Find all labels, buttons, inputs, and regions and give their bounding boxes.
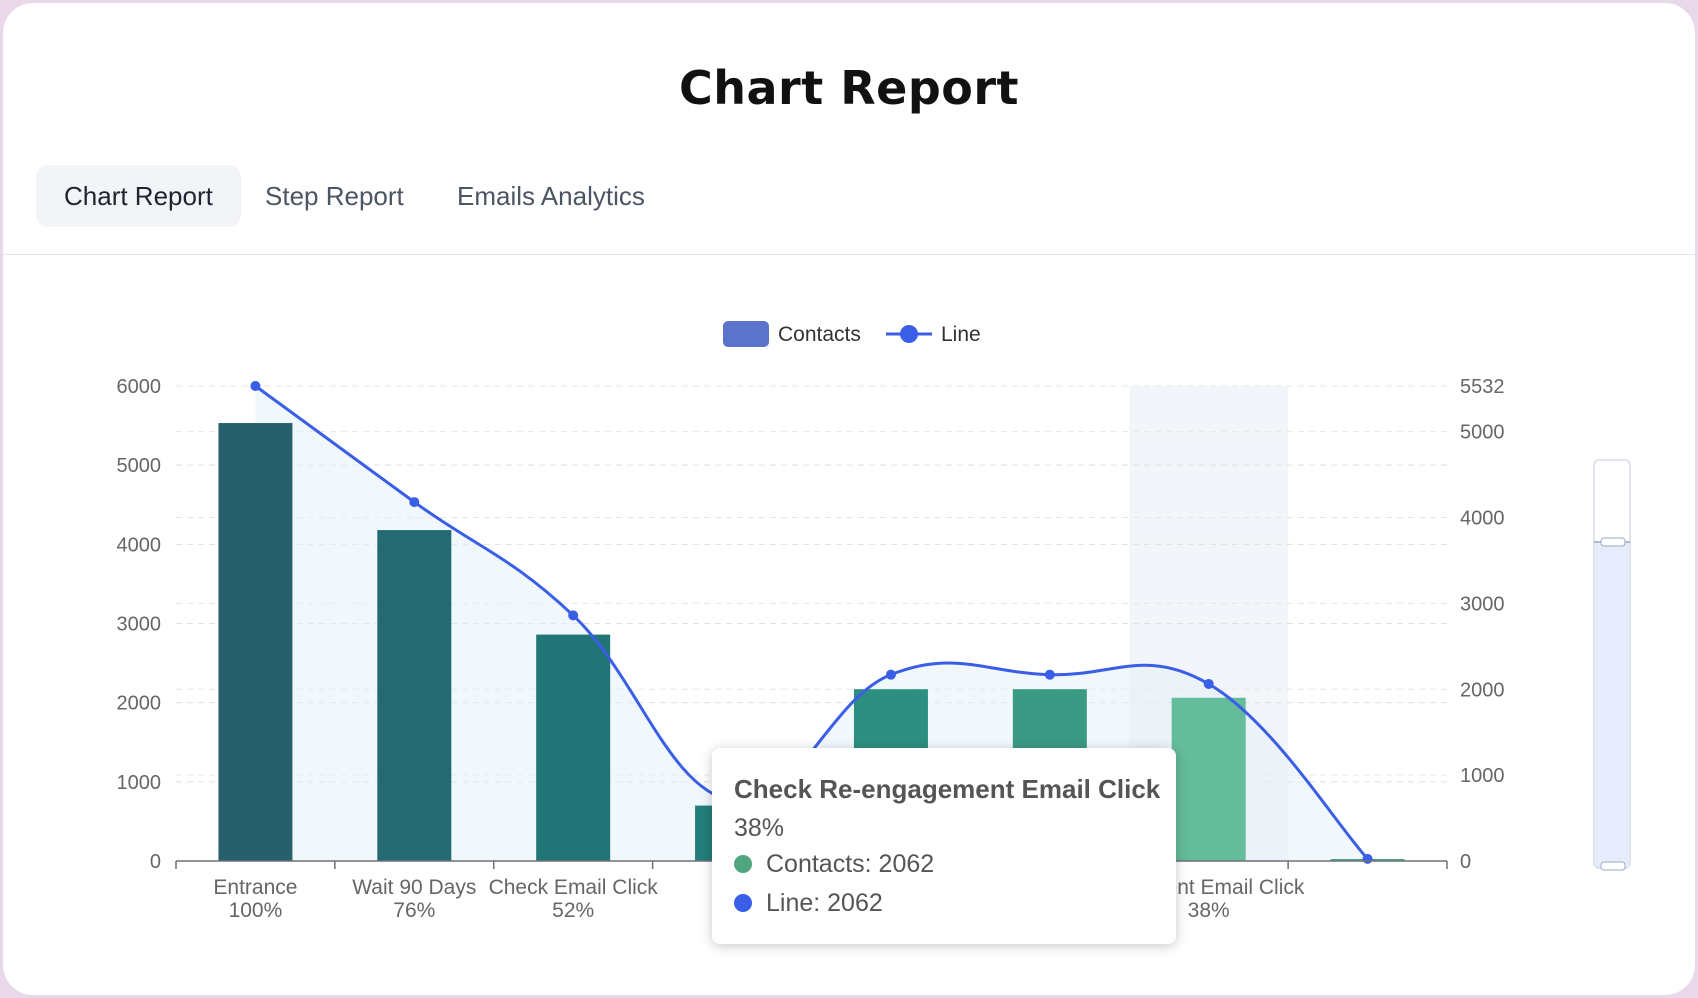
y-right-tick-label: 4000 — [1460, 508, 1505, 530]
y-right-tick-label: 3000 — [1460, 593, 1505, 615]
y-right-tick-label: 2000 — [1460, 679, 1505, 701]
zoom-slider-selected-range — [1595, 542, 1629, 867]
line-point — [250, 381, 261, 391]
line-point — [1044, 669, 1055, 680]
zoom-slider-handle-top[interactable] — [1600, 537, 1626, 547]
y-left-tick-label: 1000 — [117, 772, 162, 794]
x-percent-label: 76% — [393, 899, 435, 922]
y-right-tick-label: 5532 — [1460, 376, 1505, 398]
y-left-tick-label: 3000 — [117, 614, 162, 636]
x-category-label: Check Email Click — [489, 876, 659, 899]
tab-step-report[interactable]: Step Report — [265, 181, 404, 211]
tooltip-title: Check Re-engagement Email Click — [734, 774, 1161, 804]
contacts-bar — [536, 634, 611, 861]
line-point — [885, 669, 896, 680]
tab-divider — [3, 254, 1695, 255]
legend-contacts-swatch — [723, 321, 769, 347]
legend-line-label: Line — [941, 323, 981, 346]
tooltip-line-label: Line: 2062 — [766, 889, 883, 917]
line-point — [1203, 678, 1214, 689]
tooltip-contacts-label: Contacts: 2062 — [766, 850, 935, 878]
y-left-tick-label: 6000 — [117, 376, 162, 398]
x-category-label: Wait 90 Days — [352, 876, 476, 899]
zoom-slider-handle-bottom[interactable] — [1600, 861, 1626, 871]
funnel-chart: 0 1000 2000 3000 4000 5000 6000 0 1000 2000 3000 40… — [117, 321, 1631, 922]
y-left-tick-label: 4000 — [117, 534, 162, 556]
chart-tooltip: Check Re-engagement Email Click 38% Cont… — [712, 748, 1176, 944]
line-point — [1362, 853, 1373, 864]
tooltip-row-line: Line: 2062 — [734, 889, 883, 918]
y-right-tick-label: 0 — [1460, 851, 1471, 873]
tab-chart-report[interactable]: Chart Report — [36, 165, 241, 227]
y-left-tick-label: 5000 — [117, 455, 162, 477]
y-right-tick-label: 5000 — [1460, 422, 1505, 444]
y-left-tick-label: 0 — [150, 851, 161, 873]
tooltip-line-marker — [734, 894, 752, 912]
page-title: Chart Report — [678, 61, 1020, 115]
contacts-bar — [377, 530, 452, 861]
legend-line-marker — [900, 325, 918, 343]
line-area-fill — [255, 386, 1368, 861]
line-point — [568, 610, 579, 621]
y-left-tick-label: 2000 — [117, 693, 162, 715]
x-percent-label: 52% — [552, 899, 594, 922]
tooltip-contacts-marker — [734, 855, 752, 873]
x-percent-label: 38% — [1188, 899, 1230, 922]
tooltip-subtitle: 38% — [734, 814, 785, 842]
tab-emails-analytics[interactable]: Emails Analytics — [457, 181, 645, 211]
x-category-label: Entrance — [213, 876, 297, 899]
tooltip-row-contacts: Contacts: 2062 — [734, 850, 934, 879]
contacts-bar — [1171, 697, 1246, 861]
legend-contacts-label: Contacts — [778, 323, 861, 346]
report-card: Chart Report Chart Report Step Report Em… — [3, 3, 1695, 995]
contacts-bar — [218, 423, 293, 861]
x-percent-label: 100% — [229, 899, 283, 922]
y-right-tick-label: 1000 — [1460, 765, 1505, 787]
line-point — [409, 497, 420, 508]
